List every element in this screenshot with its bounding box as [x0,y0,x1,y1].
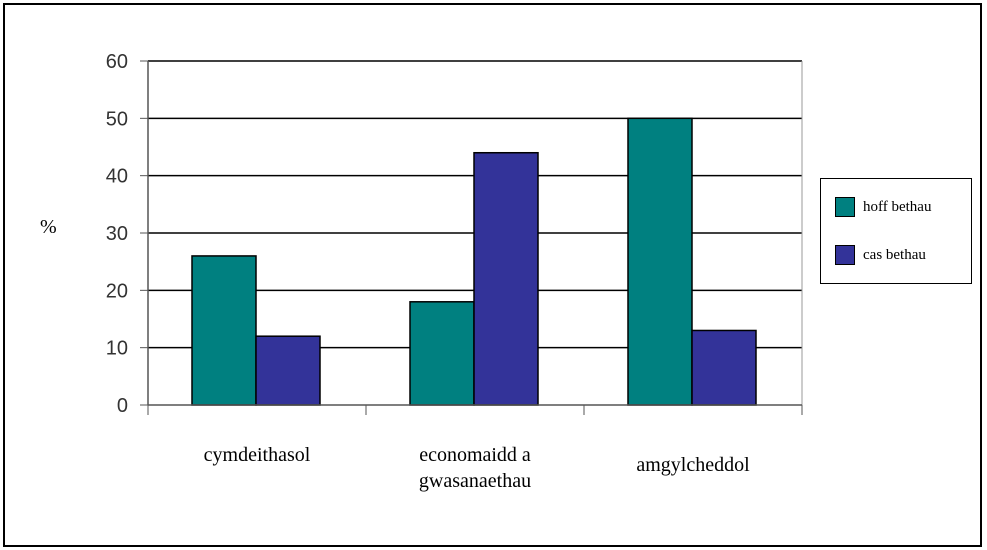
legend-swatch-cas-bethau [835,245,855,265]
y-tick-label: 50 [106,108,128,130]
y-tick-label: 10 [106,338,128,360]
legend-item-hoff-bethau: hoff bethau [835,197,931,217]
legend-label-cas-bethau: cas bethau [863,246,926,263]
bar-cas-bethau-3 [691,329,757,406]
legend-label-hoff-bethau: hoff bethau [863,198,932,215]
legend: hoff bethau cas bethau [820,178,972,284]
y-tick-label: 30 [106,223,128,245]
legend-item-cas-bethau: cas bethau [835,245,926,265]
y-tick-label: 0 [117,395,128,417]
y-tick-label: 40 [106,166,128,188]
category-label: economaidd a gwasanaethau [418,444,532,492]
bar-hoff-bethau-2 [409,301,475,406]
axes [140,60,803,415]
bar-hoff-bethau-1 [191,255,257,406]
bar-cas-bethau-1 [255,335,321,406]
y-tick-label: 60 [106,51,128,73]
category-label: cymdeithasol [203,444,311,466]
bars [191,117,757,406]
y-tick-label: 20 [106,280,128,302]
chart-frame [3,3,982,547]
category-label: amgylcheddol [636,454,750,476]
bar-hoff-bethau-3 [627,117,693,406]
y-tick-labels: 0 10 20 30 40 50 60 [106,51,128,417]
legend-swatch-hoff-bethau [835,197,855,217]
bar-cas-bethau-2 [473,151,539,406]
y-axis-label: % [40,216,57,238]
